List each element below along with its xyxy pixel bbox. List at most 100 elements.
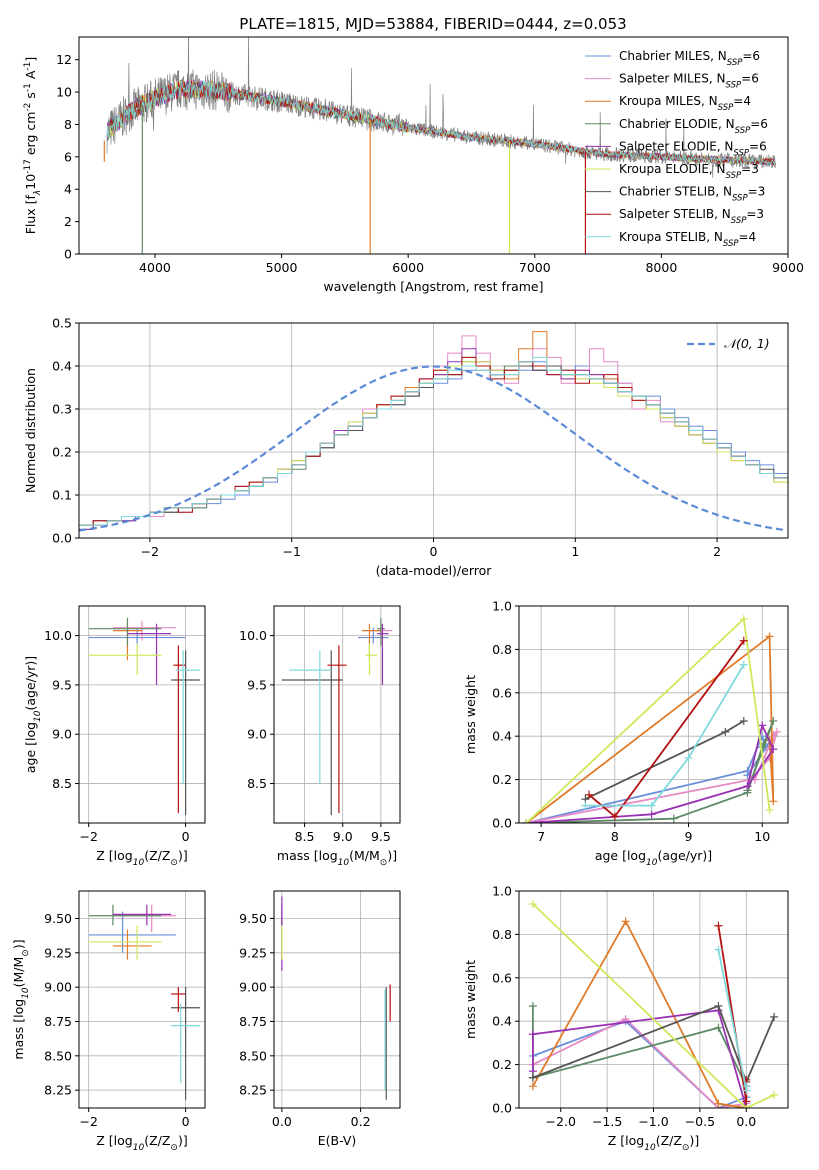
weight-point-marker	[739, 660, 748, 669]
weight-point-marker	[714, 1023, 723, 1032]
x-tick-label: 9000	[772, 260, 804, 275]
panel-weight_vs_Z: −2.0 −1.5 −1.0 −0.5 0.0 0.0 0.2 0.4 0.6 0.8 1.0 Z […	[463, 884, 789, 1153]
axes-frame	[78, 605, 206, 824]
grid	[519, 890, 788, 1109]
x-axis-label: Z [log10(Z/Z⊙)]	[96, 1133, 187, 1153]
grid	[274, 891, 400, 1108]
y-tick-label: 9.25	[44, 945, 72, 960]
weight-line	[525, 634, 775, 823]
weight-line	[532, 903, 775, 1108]
x-tick-label: 5000	[266, 260, 298, 275]
y-tick-label: 9.50	[239, 911, 267, 926]
x-tick-label: −2	[79, 1114, 97, 1129]
panel-residuals: −2 −1 0 1 2 0.0 0.1 0.2 0.3 0.4 0.5 (data-model)/er…	[23, 316, 789, 578]
weight-point-marker	[769, 745, 778, 754]
weight-line	[532, 919, 747, 1108]
weight-line	[532, 1004, 775, 1085]
panel-mass_vs_Z: −2 0 8.25 8.50 8.75 9.00 9.25 9.50 Z [log10(Z/Z⊙…	[11, 890, 206, 1153]
y-tick-label: 8.75	[239, 1014, 267, 1029]
legend-label: Kroupa ELODIE, NSSP=3	[619, 162, 759, 181]
weight-point-marker	[739, 717, 748, 726]
weight-point-marker	[528, 1073, 537, 1082]
x-axis-label: age [log10(age/yr)]	[595, 848, 712, 868]
y-tick-label: 8.25	[44, 1083, 72, 1098]
y-tick-label: 0.5	[52, 316, 72, 331]
x-tick-label: 0	[430, 544, 438, 559]
weight-point-marker	[647, 810, 656, 819]
axes-frame	[518, 605, 789, 824]
x-tick-label: 2	[713, 544, 721, 559]
weight-point-marker	[528, 900, 537, 909]
plot-area	[88, 617, 201, 816]
axes-frame	[78, 36, 789, 255]
legend-label: Salpeter ELODIE, NSSP=6	[619, 139, 767, 158]
weight-point-marker	[714, 1099, 723, 1108]
figure-title: PLATE=1815, MJD=53884, FIBERID=0444, z=0…	[239, 15, 626, 33]
x-axis-label: (data-model)/error	[376, 563, 493, 578]
y-axis-label: mass weight	[463, 675, 478, 754]
histogram-step	[79, 361, 788, 526]
weight-point-marker	[770, 1012, 779, 1021]
plot-area	[79, 331, 788, 532]
weight-line	[717, 949, 748, 1091]
x-tick-label: 4000	[139, 260, 171, 275]
axes-frame	[273, 605, 401, 824]
x-tick-label: −0.5	[685, 1114, 715, 1129]
legend-label: Chabrier MILES, NSSP=6	[619, 49, 760, 68]
panel-age_vs_Z: −2 0 8.5 9.0 9.5 10.0 Z [log10(Z/Z⊙)] age [log1…	[23, 605, 206, 868]
x-tick-label: 0.0	[272, 1114, 292, 1129]
x-tick-label: −2	[141, 544, 159, 559]
x-tick-label: 9.0	[333, 829, 353, 844]
y-tick-label: 8.5	[52, 776, 72, 791]
x-tick-label: 0	[182, 1114, 190, 1129]
y-tick-label: 9.00	[44, 980, 72, 995]
x-tick-label: 7000	[519, 260, 551, 275]
y-tick-label: 9.25	[239, 945, 267, 960]
legend-label: Kroupa STELIB, NSSP=4	[619, 230, 756, 249]
histogram-step	[79, 356, 788, 526]
y-tick-label: 0.4	[492, 1014, 512, 1029]
y-tick-label: 0.2	[492, 1057, 512, 1072]
weight-point-marker	[739, 615, 748, 624]
legend: Chabrier MILES, NSSP=6 Salpeter MILES, NS…	[585, 49, 768, 249]
weight-line	[526, 722, 775, 823]
x-tick-label: 0.0	[736, 1114, 756, 1129]
axes-frame	[78, 890, 206, 1109]
weight-point-marker	[765, 632, 774, 641]
weight-point-marker	[721, 727, 730, 736]
y-tick-label: 8	[64, 117, 72, 132]
weight-point-marker	[714, 1002, 723, 1011]
x-tick-label: −2	[79, 829, 97, 844]
weight-line	[585, 664, 745, 807]
weight-point-marker	[772, 727, 781, 736]
y-tick-label: 8.25	[239, 1083, 267, 1098]
weight-point-marker	[528, 1030, 537, 1039]
y-tick-label: 9.5	[52, 677, 72, 692]
y-tick-label: 0.6	[492, 970, 512, 985]
weight-point-marker	[714, 921, 723, 930]
y-tick-label: 0.0	[52, 531, 72, 546]
weight-point-marker	[739, 636, 748, 645]
x-tick-label: 7	[537, 829, 545, 844]
weight-line	[532, 1009, 748, 1108]
y-tick-label: 8.75	[44, 1014, 72, 1029]
weight-point-marker	[610, 812, 619, 821]
y-tick-label: 2	[64, 214, 72, 229]
x-tick-label: −1.5	[592, 1114, 622, 1129]
legend-label: Chabrier STELIB, NSSP=3	[619, 185, 765, 204]
weight-point-marker	[770, 1090, 779, 1099]
y-tick-label: 6	[64, 149, 72, 164]
gaussian-reference-line	[79, 365, 786, 532]
panel-age_vs_mass: 8.5 9.0 9.5 8.5 9.0 9.5 10.0 mass [log10(M/M⊙)]	[239, 605, 401, 868]
x-tick-label: 8	[611, 829, 619, 844]
y-tick-label: 10.0	[239, 628, 267, 643]
y-tick-label: 8.50	[239, 1048, 267, 1063]
x-tick-label: −1.0	[638, 1114, 668, 1129]
legend-label: Salpeter MILES, NSSP=6	[619, 72, 759, 91]
x-tick-label: 8.5	[295, 829, 315, 844]
y-tick-label: 8.50	[44, 1048, 72, 1063]
grid	[79, 322, 788, 539]
weight-point-marker	[528, 1002, 537, 1011]
y-tick-label: 0.4	[52, 359, 72, 374]
